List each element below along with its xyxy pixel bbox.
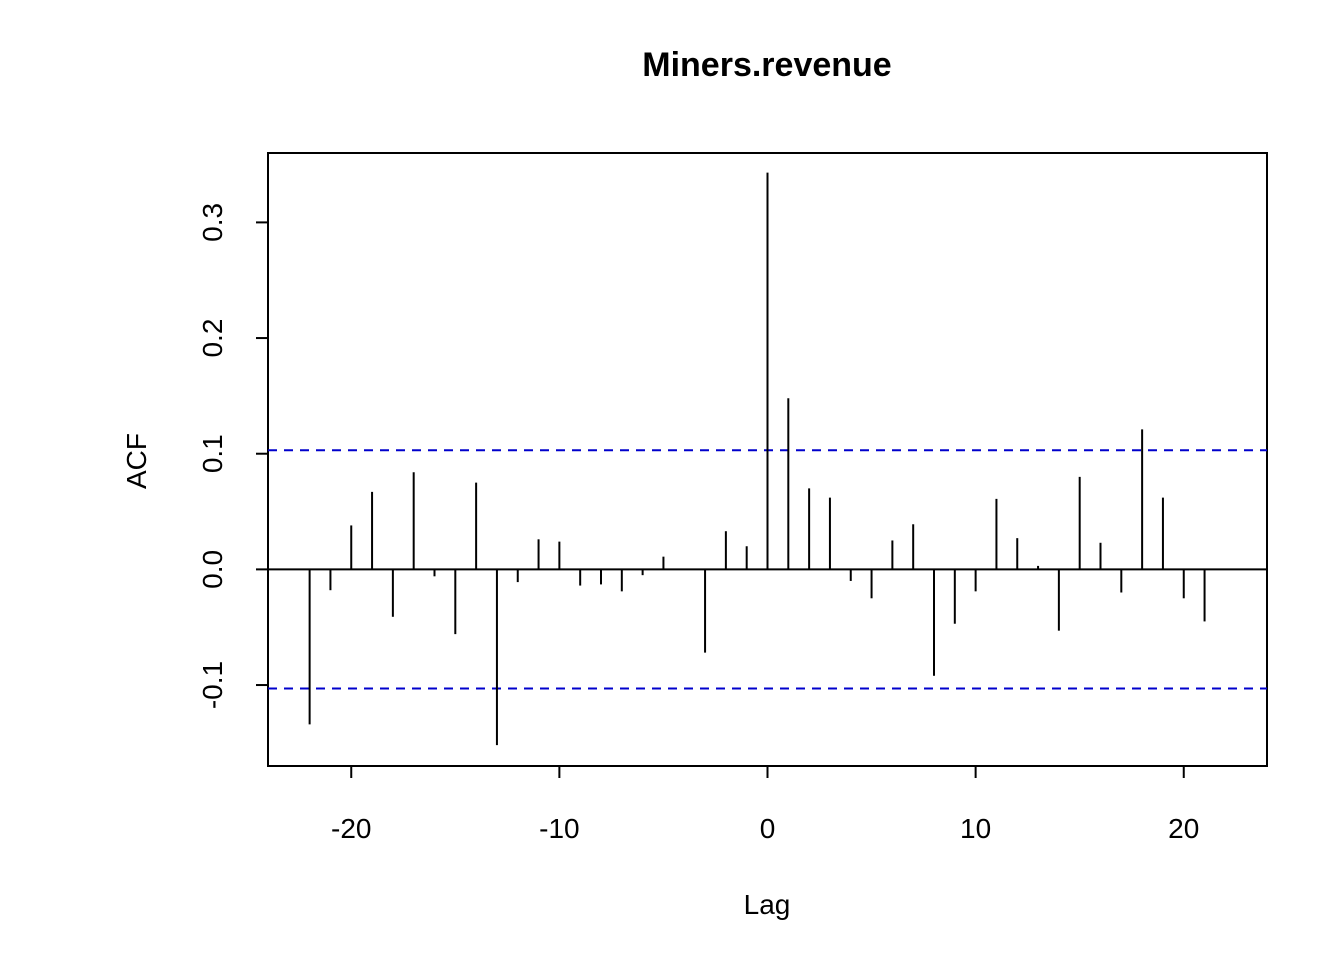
y-tick-label: -0.1 xyxy=(197,661,228,709)
y-axis-label: ACF xyxy=(121,433,152,489)
x-tick-label: 20 xyxy=(1168,813,1199,844)
y-tick-label: 0.3 xyxy=(197,203,228,242)
x-axis: -20 -10 0 10 20 xyxy=(331,765,1199,844)
x-tick-label: 10 xyxy=(960,813,991,844)
y-tick-label: 0.1 xyxy=(197,434,228,473)
y-tick-label: 0.0 xyxy=(197,550,228,589)
chart-title: Miners.revenue xyxy=(642,46,891,84)
y-axis: -0.1 0.0 0.1 0.2 0.3 xyxy=(197,203,269,709)
x-axis-label: Lag xyxy=(744,889,791,920)
y-tick-label: 0.2 xyxy=(197,319,228,358)
x-tick-label: 0 xyxy=(760,813,776,844)
acf-bars xyxy=(308,172,1206,746)
x-tick-label: -20 xyxy=(331,813,371,844)
x-tick-label: -10 xyxy=(539,813,579,844)
